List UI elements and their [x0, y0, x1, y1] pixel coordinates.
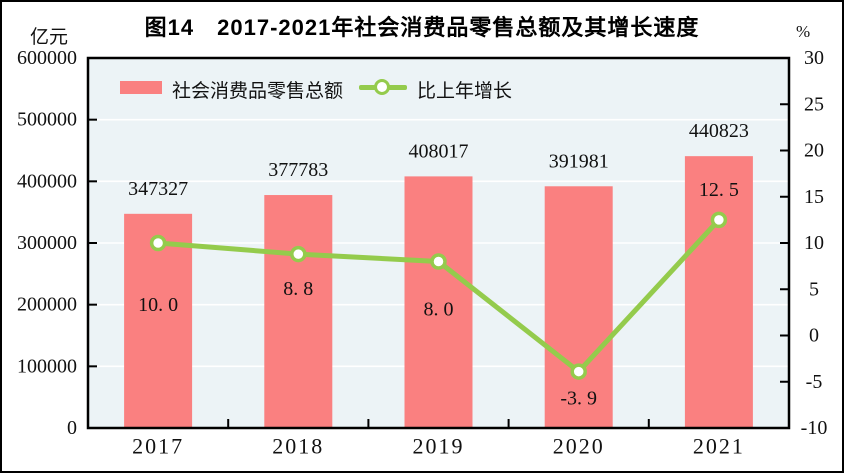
right-axis-tick-label: 0 [809, 325, 819, 347]
bar-2021 [684, 156, 753, 428]
right-axis-tick-label: 10 [804, 232, 824, 254]
line-value-label: -3. 9 [560, 388, 597, 410]
x-axis-category-label: 2018 [272, 434, 324, 459]
x-axis-category-label: 2020 [553, 434, 605, 459]
left-axis-unit-label: 亿元 [30, 27, 69, 48]
left-axis-tick-label: 0 [67, 417, 77, 439]
bar-value-label: 391981 [549, 150, 609, 172]
right-axis-tick-label: 25 [804, 93, 824, 115]
left-axis-tick-label: 600000 [17, 47, 77, 69]
x-axis-category-label: 2017 [132, 434, 184, 459]
line-marker-2018 [290, 245, 307, 263]
line-marker-2021 [710, 211, 728, 229]
legend-bar-label: 社会消费品零售总额 [172, 81, 344, 102]
right-axis-tick-label: -10 [801, 417, 828, 439]
bar-2018 [264, 195, 333, 428]
bar-2020 [544, 186, 613, 428]
left-axis-tick-label: 500000 [17, 109, 77, 131]
x-axis-category-label: 2019 [413, 434, 465, 459]
bar-value-label: 347327 [128, 178, 188, 200]
legend-line-label: 比上年增长 [417, 81, 513, 102]
chart-title: 图14 2017-2021年社会消费品零售总额及其增长速度 [144, 15, 700, 40]
right-axis-tick-label: 5 [809, 278, 819, 300]
line-value-label: 10. 0 [138, 294, 178, 316]
right-axis-tick-label: -5 [806, 371, 823, 393]
left-axis-tick-label: 300000 [17, 232, 77, 254]
right-axis-tick-label: 15 [804, 186, 824, 208]
x-axis-category-label: 2021 [693, 434, 745, 459]
right-axis-unit-label: % [796, 22, 811, 41]
line-value-label: 8. 8 [283, 278, 313, 300]
left-axis-tick-label: 100000 [17, 355, 77, 377]
legend-line-marker-icon [374, 79, 390, 95]
line-value-label: 12. 5 [699, 179, 739, 201]
line-marker-2019 [430, 253, 447, 270]
line-value-label: 8. 0 [424, 299, 454, 321]
bar-value-label: 408017 [409, 140, 469, 162]
right-axis-tick-label: 20 [804, 140, 824, 162]
bar-value-label: 377783 [268, 159, 328, 181]
bar-value-label: 440823 [689, 120, 749, 142]
bar-2019 [404, 176, 473, 428]
line-marker-2017 [149, 234, 167, 252]
legend-bar-swatch-icon [120, 81, 162, 94]
right-axis-tick-label: 30 [804, 47, 824, 69]
plot-border [86, 56, 791, 430]
left-axis-tick-label: 400000 [17, 170, 77, 192]
left-axis-tick-label: 200000 [17, 294, 77, 316]
line-marker-2020 [570, 363, 587, 380]
